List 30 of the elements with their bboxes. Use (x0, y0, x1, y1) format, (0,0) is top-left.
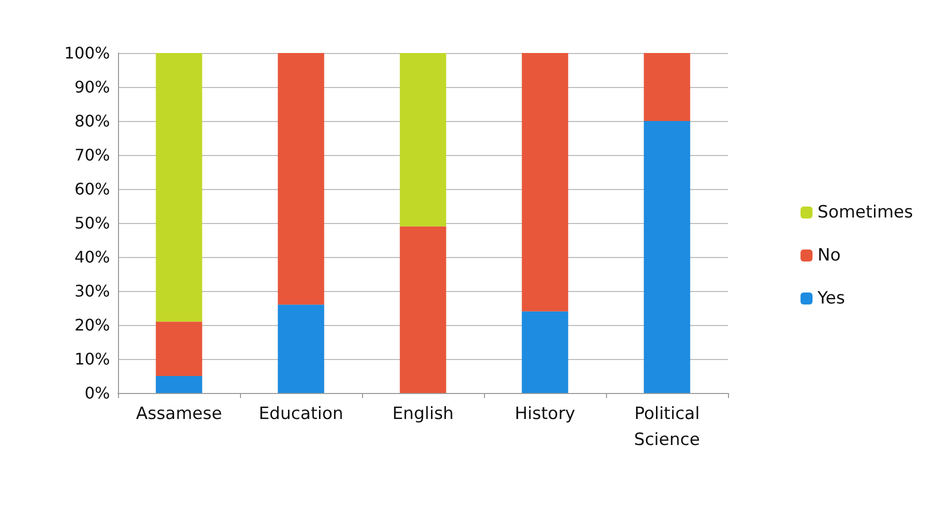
y-tick-label: 70% (74, 146, 110, 164)
bar (156, 322, 202, 376)
y-tick-label: 40% (74, 248, 110, 266)
bar (278, 304, 324, 393)
bar (644, 121, 690, 393)
y-tick-label: 50% (74, 214, 110, 232)
bar (156, 376, 202, 393)
x-tick-label: Political Science (634, 404, 700, 450)
bar (522, 53, 568, 312)
bar (156, 53, 202, 322)
y-tick-label: 0% (84, 384, 110, 402)
y-tick-label: 90% (74, 78, 110, 96)
x-tick-label: Education (258, 404, 344, 424)
y-tick-label: 80% (74, 112, 110, 130)
x-tick-label: History (514, 404, 576, 424)
legend-label: Sometimes (818, 202, 914, 222)
y-tick-label: 30% (74, 282, 110, 300)
y-tick-label: 10% (74, 350, 110, 368)
x-tick-label: Assamese (136, 404, 222, 424)
legend-label: Yes (816, 288, 846, 308)
bar (644, 53, 690, 121)
bar (400, 53, 446, 226)
x-tick-label: English (392, 404, 454, 424)
y-tick-label: 100% (64, 44, 110, 62)
bar (522, 311, 568, 393)
bar (400, 226, 446, 393)
y-tick-label: 20% (74, 316, 110, 334)
y-tick-label: 60% (74, 180, 110, 198)
bar (278, 53, 324, 305)
legend-label: No (818, 246, 841, 266)
